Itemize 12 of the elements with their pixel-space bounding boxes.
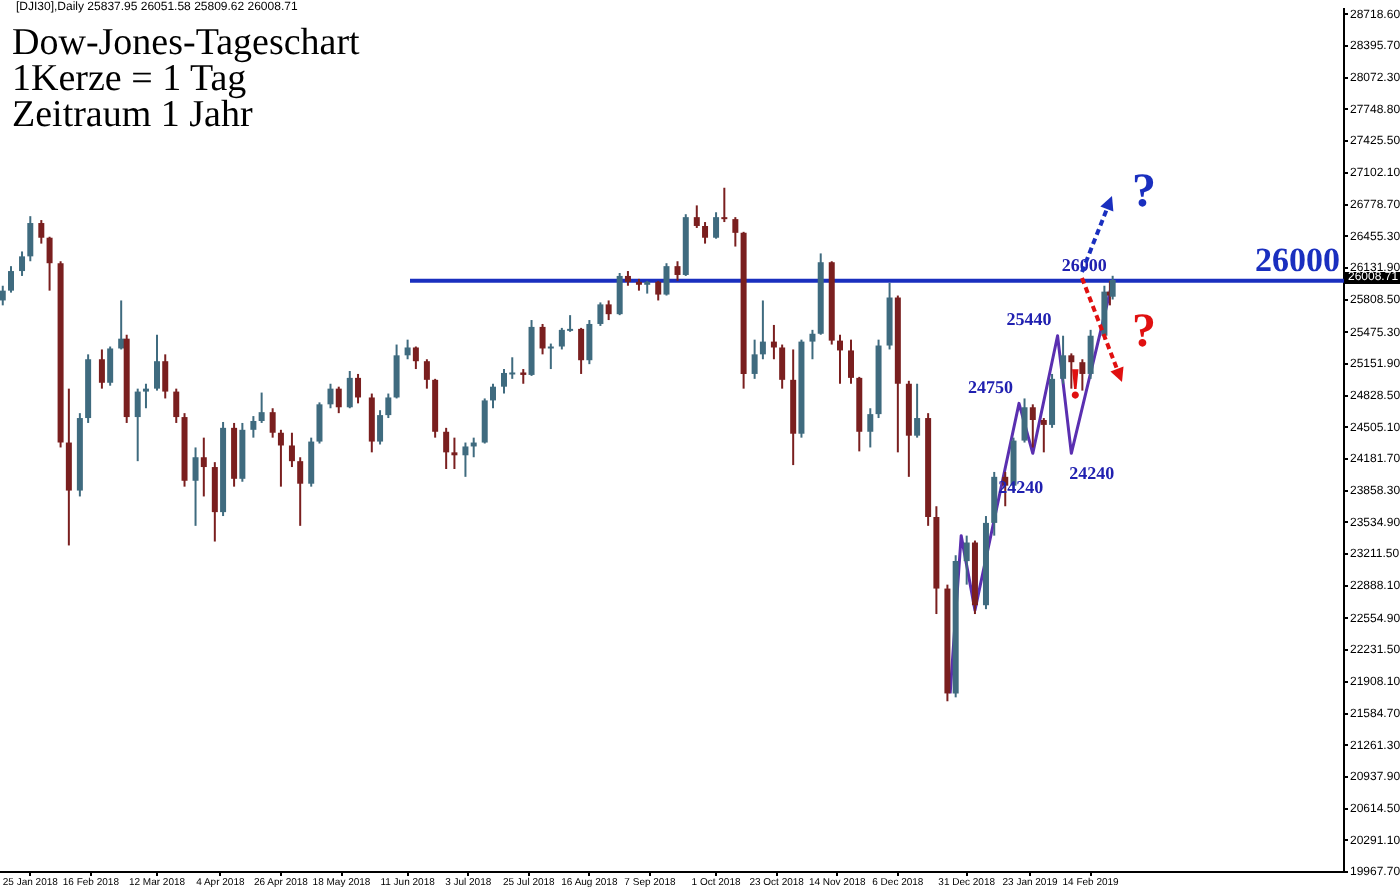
annotation: ? (1132, 166, 1156, 219)
candlestick (509, 357, 516, 379)
ref-line-label: 26000 (1255, 240, 1340, 279)
candlestick (547, 343, 554, 370)
annotation: 26000 (1061, 254, 1108, 275)
annotation: ! (1068, 358, 1083, 408)
annotation: 24750 (968, 377, 1015, 397)
chart-title: Dow-Jones-Tageschart (12, 22, 360, 64)
candlestick (721, 187, 728, 223)
annotation: 25440 (1006, 309, 1053, 330)
annotation: 24240 (1069, 462, 1116, 483)
annotation: ? (1132, 306, 1156, 359)
